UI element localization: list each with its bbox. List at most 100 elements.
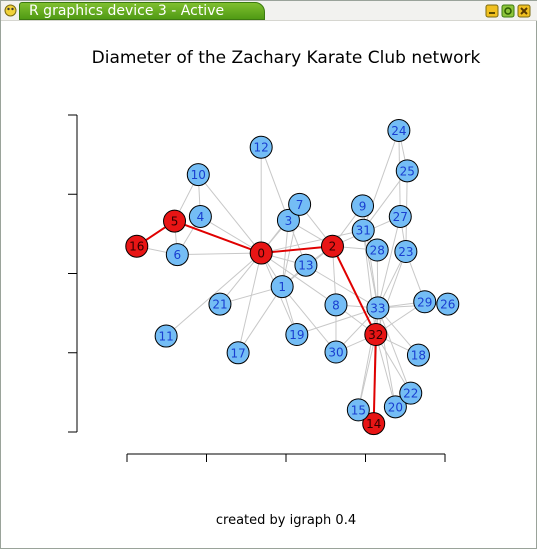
- node-1-label: 1: [278, 280, 286, 294]
- node-19: 19: [285, 323, 309, 347]
- node-15-circle: [346, 398, 370, 422]
- edge-1-17: [237, 286, 283, 354]
- node-21: 21: [208, 292, 232, 316]
- node-17: 17: [226, 341, 250, 365]
- node-12-circle: [249, 135, 273, 159]
- node-2-label: 2: [329, 240, 337, 254]
- node-7: 7: [288, 192, 312, 216]
- node-11-label: 11: [158, 330, 173, 344]
- node-26-label: 26: [440, 298, 455, 312]
- node-8: 8: [324, 293, 348, 317]
- node-14: 14: [362, 412, 386, 436]
- node-10: 10: [186, 163, 210, 187]
- node-29-label: 29: [417, 295, 432, 309]
- diameter-edge-2-32: [331, 245, 377, 335]
- node-23-circle: [394, 240, 418, 264]
- node-28-circle: [365, 238, 389, 262]
- node-1: 1: [270, 275, 294, 299]
- app-icon: [4, 4, 17, 17]
- edge-26-33: [377, 303, 448, 309]
- node-5-label: 5: [171, 215, 179, 229]
- node-10-label: 10: [191, 168, 206, 182]
- node-2: 2: [320, 234, 344, 258]
- node-8-label: 8: [332, 298, 340, 312]
- node-29-circle: [413, 290, 437, 314]
- node-0-label: 0: [257, 247, 265, 261]
- node-26: 26: [436, 292, 460, 316]
- node-4-label: 4: [197, 210, 205, 224]
- node-3-label: 3: [285, 214, 293, 228]
- node-28: 28: [365, 238, 389, 262]
- node-19-circle: [285, 323, 309, 347]
- node-24-label: 24: [391, 124, 406, 138]
- node-0: 0: [249, 241, 273, 265]
- close-icon[interactable]: [517, 4, 531, 18]
- node-20-label: 20: [388, 400, 403, 414]
- edge-25-31: [362, 170, 408, 231]
- axis-lines: [68, 114, 446, 462]
- node-32: 32: [364, 323, 388, 347]
- edge-0-10: [197, 174, 262, 254]
- node-14-label: 14: [366, 417, 381, 431]
- edge-0-6: [177, 252, 262, 256]
- title-bar[interactable]: R graphics device 3 - Active: [1, 1, 537, 21]
- node-4: 4: [188, 205, 212, 229]
- axes: [68, 114, 446, 462]
- node-8-circle: [324, 293, 348, 317]
- node-7-label: 7: [296, 198, 304, 212]
- node-11-circle: [154, 324, 178, 348]
- node-25: 25: [395, 159, 419, 183]
- node-9-circle: [351, 194, 375, 218]
- node-29: 29: [413, 290, 437, 314]
- node-7-circle: [288, 192, 312, 216]
- node-13: 13: [294, 253, 318, 277]
- node-6-label: 6: [174, 248, 182, 262]
- node-9: 9: [351, 194, 375, 218]
- edge-0-17: [237, 252, 262, 353]
- node-14-circle: [362, 412, 386, 436]
- node-33-circle: [366, 296, 390, 320]
- node-21-circle: [208, 292, 232, 316]
- node-20: 20: [383, 395, 407, 419]
- node-26-circle: [436, 292, 460, 316]
- edge-0-4: [200, 216, 262, 254]
- network-plot: Diameter of the Zachary Karate Club netw…: [68, 48, 481, 528]
- node-12: 12: [249, 135, 273, 159]
- minimize-icon[interactable]: [485, 4, 499, 18]
- node-27-label: 27: [393, 210, 408, 224]
- node-19-label: 19: [289, 328, 304, 342]
- node-18-label: 18: [411, 349, 426, 363]
- node-18: 18: [406, 343, 430, 367]
- node-25-label: 25: [400, 164, 415, 178]
- edge-13-33: [305, 264, 379, 309]
- diameter-edge-0-2: [261, 245, 333, 255]
- diameter-edge-14-32: [372, 334, 377, 424]
- plot-title: Diameter of the Zachary Karate Club netw…: [92, 48, 481, 68]
- node-23: 23: [394, 240, 418, 264]
- node-28-label: 28: [370, 244, 385, 258]
- node-20-circle: [383, 395, 407, 419]
- node-16-circle: [125, 234, 149, 258]
- node-27: 27: [388, 205, 412, 229]
- node-17-label: 17: [230, 346, 245, 360]
- plot-subtitle: created by igraph 0.4: [216, 513, 356, 528]
- node-22-label: 22: [403, 387, 418, 401]
- active-title-tab[interactable]: [19, 2, 265, 20]
- node-5-circle: [163, 209, 187, 233]
- node-15-label: 15: [351, 403, 366, 417]
- node-15: 15: [346, 398, 370, 422]
- node-9-label: 9: [359, 199, 367, 213]
- node-13-circle: [294, 253, 318, 277]
- node-25-circle: [395, 159, 419, 183]
- edge-0-31: [261, 229, 364, 254]
- node-27-circle: [388, 205, 412, 229]
- edge-31-33: [362, 230, 379, 308]
- node-31-label: 31: [356, 224, 371, 238]
- node-22-circle: [399, 381, 423, 405]
- node-17-circle: [226, 341, 250, 365]
- window-title: R graphics device 3 - Active: [29, 3, 225, 19]
- edge-23-32: [375, 251, 407, 335]
- maximize-icon[interactable]: [501, 4, 515, 18]
